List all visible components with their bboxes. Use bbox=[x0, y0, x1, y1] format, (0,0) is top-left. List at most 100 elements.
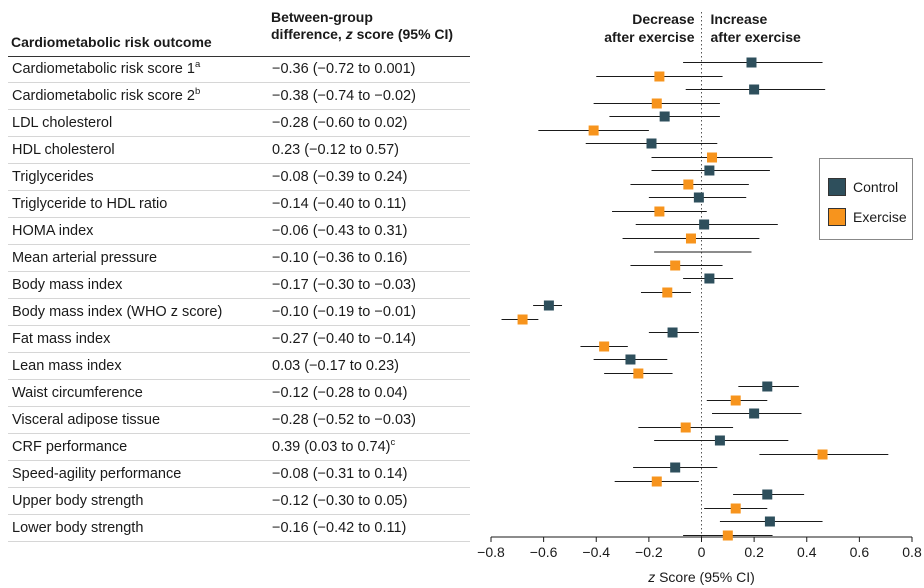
row-divider bbox=[8, 514, 470, 515]
point-control bbox=[670, 462, 681, 473]
point-exercise bbox=[588, 125, 599, 136]
x-tick-label: −0.4 bbox=[582, 544, 610, 560]
difference-value: −0.08 (−0.31 to 0.14) bbox=[272, 466, 408, 482]
between-group-difference: 0.03 (−0.17 to 0.23) bbox=[272, 353, 399, 380]
table-row: LDL cholesterol −0.28 (−0.60 to 0.02) bbox=[8, 110, 470, 137]
between-group-difference: −0.27 (−0.40 to −0.14) bbox=[272, 326, 416, 353]
between-group-difference: −0.06 (−0.43 to 0.31) bbox=[272, 218, 407, 245]
row-divider bbox=[8, 190, 470, 191]
between-group-difference: −0.36 (−0.72 to 0.001) bbox=[272, 56, 416, 83]
point-control bbox=[749, 408, 760, 419]
header-difference-line2: difference, z score (95% CI) bbox=[271, 26, 454, 42]
difference-value: −0.17 (−0.30 to −0.03) bbox=[272, 277, 416, 293]
point-exercise bbox=[817, 449, 828, 460]
table-row: HOMA index −0.06 (−0.43 to 0.31) bbox=[8, 218, 470, 245]
point-exercise bbox=[517, 314, 528, 325]
outcome-label: Lean mass index bbox=[12, 358, 122, 374]
annotation-decrease-line2: after exercise bbox=[604, 29, 695, 45]
point-control bbox=[699, 219, 710, 230]
between-group-difference: −0.08 (−0.39 to 0.24) bbox=[272, 164, 407, 191]
outcome-label: Fat mass index bbox=[12, 331, 111, 347]
results-table: Cardiometabolic risk outcome Between-gro… bbox=[8, 9, 470, 542]
x-tick-label: −0.2 bbox=[635, 544, 663, 560]
outcome-label: Mean arterial pressure bbox=[12, 250, 158, 266]
point-control bbox=[543, 300, 554, 311]
point-control bbox=[762, 381, 773, 392]
outcome-label: Triglyceride to HDL ratio bbox=[12, 196, 168, 212]
between-group-difference: −0.28 (−0.52 to −0.03) bbox=[272, 407, 416, 434]
difference-value: 0.03 (−0.17 to 0.23) bbox=[272, 358, 399, 374]
table-row: Body mass index −0.17 (−0.30 to −0.03) bbox=[8, 272, 470, 299]
outcome-name: Speed-agility performance bbox=[12, 461, 181, 488]
x-tick-label: −0.6 bbox=[530, 544, 558, 560]
x-axis-label: z Score (95% CI) bbox=[647, 569, 755, 585]
outcome-label: Visceral adipose tissue bbox=[12, 412, 161, 428]
point-exercise bbox=[670, 260, 681, 271]
difference-value: −0.38 (−0.74 to −0.02) bbox=[272, 88, 416, 104]
x-tick-label: 0.6 bbox=[850, 544, 870, 560]
row-divider bbox=[8, 541, 470, 542]
point-exercise bbox=[651, 476, 662, 487]
point-exercise bbox=[722, 530, 733, 541]
outcome-name: Mean arterial pressure bbox=[12, 245, 157, 272]
x-tick-label: 0 bbox=[698, 544, 706, 560]
legend-label-exercise: Exercise bbox=[853, 209, 907, 225]
header-difference-line1: Between-group bbox=[271, 9, 373, 25]
outcome-label: HOMA index bbox=[12, 223, 94, 239]
outcome-label: Upper body strength bbox=[12, 493, 144, 509]
outcome-label: Body mass index bbox=[12, 277, 123, 293]
difference-value: −0.27 (−0.40 to −0.14) bbox=[272, 331, 416, 347]
point-control bbox=[764, 516, 775, 527]
difference-value: −0.08 (−0.39 to 0.24) bbox=[272, 169, 408, 185]
x-tick-label: −0.8 bbox=[477, 544, 505, 560]
outcome-label: Cardiometabolic risk score 1 bbox=[12, 61, 195, 77]
table-row: Triglycerides −0.08 (−0.39 to 0.24) bbox=[8, 164, 470, 191]
difference-value: 0.23 (−0.12 to 0.57) bbox=[272, 142, 399, 158]
point-control bbox=[646, 138, 657, 149]
point-control bbox=[659, 111, 670, 122]
outcome-label: LDL cholesterol bbox=[12, 115, 113, 131]
outcome-name: Waist circumference bbox=[12, 380, 143, 407]
header-divider bbox=[8, 56, 470, 57]
table-row: Waist circumference −0.12 (−0.28 to 0.04) bbox=[8, 380, 470, 407]
between-group-difference: −0.10 (−0.19 to −0.01) bbox=[272, 299, 416, 326]
point-control bbox=[625, 354, 636, 365]
difference-value: 0.39 (0.03 to 0.74) bbox=[272, 439, 391, 455]
point-control bbox=[693, 192, 704, 203]
row-divider bbox=[8, 460, 470, 461]
row-divider bbox=[8, 433, 470, 434]
difference-value: −0.28 (−0.60 to 0.02) bbox=[272, 115, 408, 131]
point-control bbox=[746, 57, 757, 68]
outcome-name: LDL cholesterol bbox=[12, 110, 112, 137]
point-exercise bbox=[654, 71, 665, 82]
row-divider bbox=[8, 82, 470, 83]
point-exercise bbox=[651, 98, 662, 109]
outcome-name: Body mass index bbox=[12, 272, 122, 299]
header-outcome: Cardiometabolic risk outcome bbox=[11, 34, 212, 50]
outcome-label: Lower body strength bbox=[12, 520, 144, 536]
difference-value: −0.14 (−0.40 to 0.11) bbox=[272, 196, 407, 212]
difference-value: −0.10 (−0.19 to −0.01) bbox=[272, 304, 416, 320]
x-axis-label-z: z bbox=[647, 569, 655, 585]
table-row: Fat mass index −0.27 (−0.40 to −0.14) bbox=[8, 326, 470, 353]
table-row: CRF performance 0.39 (0.03 to 0.74)c bbox=[8, 434, 470, 461]
outcome-label: Triglycerides bbox=[12, 169, 94, 185]
difference-value: −0.12 (−0.30 to 0.05) bbox=[272, 493, 408, 509]
x-tick-label: 0.8 bbox=[902, 544, 922, 560]
between-group-difference: −0.17 (−0.30 to −0.03) bbox=[272, 272, 416, 299]
point-exercise bbox=[633, 368, 644, 379]
row-divider bbox=[8, 217, 470, 218]
point-exercise bbox=[680, 422, 691, 433]
table-row: Visceral adipose tissue −0.28 (−0.52 to −… bbox=[8, 407, 470, 434]
row-divider bbox=[8, 406, 470, 407]
point-control bbox=[714, 435, 725, 446]
between-group-difference: −0.14 (−0.40 to 0.11) bbox=[272, 191, 406, 218]
between-group-difference: 0.23 (−0.12 to 0.57) bbox=[272, 137, 399, 164]
difference-value: −0.12 (−0.28 to 0.04) bbox=[272, 385, 408, 401]
outcome-name: Body mass index (WHO z score) bbox=[12, 299, 222, 326]
footnote-marker: b bbox=[194, 86, 201, 97]
outcome-name: Fat mass index bbox=[12, 326, 110, 353]
point-control bbox=[667, 327, 678, 338]
between-group-difference: −0.12 (−0.30 to 0.05) bbox=[272, 488, 407, 515]
between-group-difference: −0.10 (−0.36 to 0.16) bbox=[272, 245, 407, 272]
